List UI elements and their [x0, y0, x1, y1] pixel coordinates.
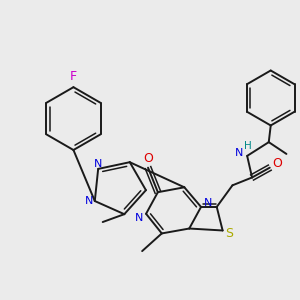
Text: N: N: [235, 148, 244, 158]
Text: F: F: [70, 70, 77, 83]
Text: N: N: [94, 159, 102, 169]
Text: O: O: [273, 157, 283, 170]
Text: H: H: [244, 141, 252, 151]
Text: O: O: [143, 152, 153, 165]
Text: N: N: [85, 196, 93, 206]
Text: N: N: [204, 198, 212, 208]
Text: S: S: [226, 227, 233, 240]
Text: N: N: [135, 213, 143, 223]
